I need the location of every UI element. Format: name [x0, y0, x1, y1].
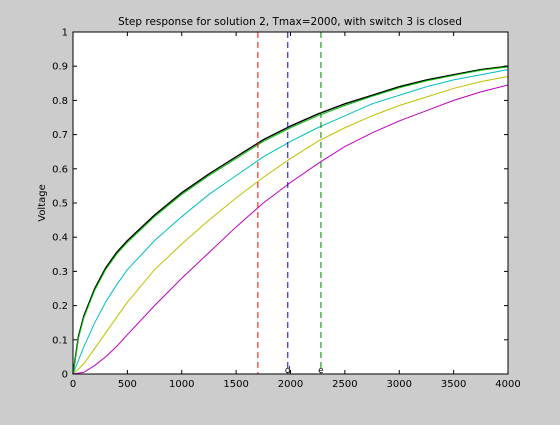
- y-tick-label: 0.2: [52, 301, 68, 312]
- x-tick-label: 2500: [332, 379, 357, 390]
- vertical-marker-label-3: e: [318, 366, 324, 376]
- y-tick-label: 1: [62, 28, 68, 39]
- x-tick-label: 1000: [169, 379, 194, 390]
- x-tick-label: 1500: [223, 379, 248, 390]
- chart-title: Step response for solution 2, Tmax=2000,…: [118, 16, 462, 28]
- y-tick-label: 0.9: [52, 62, 68, 73]
- x-tick-label: 0: [70, 379, 76, 390]
- y-tick-label: 0.6: [52, 164, 68, 175]
- series-line-5: [72, 84, 509, 375]
- series-line-4: [72, 75, 509, 375]
- series-line-3: [72, 69, 509, 375]
- y-tick-label: 0.5: [52, 199, 68, 210]
- plot-area: d e 0 500 1000 1500 2000 2500 3000 3500 4000 0 0.1 0.…: [52, 28, 521, 391]
- x-tick-label: 500: [118, 379, 137, 390]
- y-tick-label: 0.1: [52, 335, 68, 346]
- y-tick-label: 0.4: [52, 233, 68, 244]
- plot-background: [73, 32, 508, 374]
- y-axis-label: Voltage: [37, 184, 48, 222]
- vertical-marker-label-2: d: [285, 366, 291, 376]
- x-tick-label: 3000: [387, 379, 412, 390]
- x-tick-label: 3500: [441, 379, 466, 390]
- y-tick-label: 0.8: [52, 96, 68, 107]
- x-tick-label: 4000: [495, 379, 520, 390]
- series-line-1: [72, 65, 509, 375]
- y-tick-label: 0: [62, 370, 68, 381]
- y-tick-label: 0.3: [52, 267, 68, 278]
- x-tick-label: 2000: [278, 379, 303, 390]
- series-line-2: [72, 66, 509, 375]
- y-tick-label: 0.7: [52, 130, 68, 141]
